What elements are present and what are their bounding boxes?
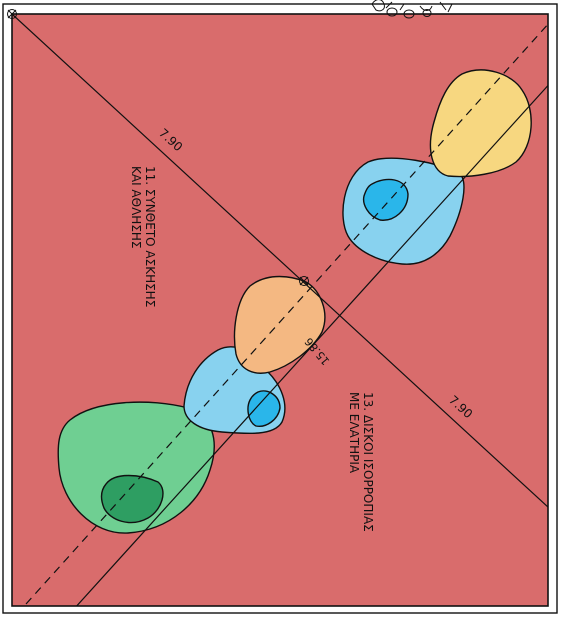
dashed-axis-line bbox=[25, 23, 548, 605]
yellow-safety-zone bbox=[429, 69, 532, 178]
circle-cross-marker-icon bbox=[299, 276, 309, 286]
green-safety-zone bbox=[57, 401, 215, 534]
diagonal-line bbox=[12, 14, 548, 508]
svg-text:ΜΕ ΕΛΑΤΗΡΙΑ: ΜΕ ΕΛΑΤΗΡΙΑ bbox=[347, 392, 361, 474]
svg-text:ΚΑΙ ΑΘΛΗΣΗΣ: ΚΑΙ ΑΘΛΗΣΗΣ bbox=[129, 166, 143, 249]
light-blue-safety-zone-upper bbox=[342, 157, 465, 265]
equipment-13-label: 13. ΔΙΣΚΟΙ ΙΣΟΡΡΟΠΙΑΣ ΜΕ ΕΛΑΤΗΡΙΑ bbox=[347, 392, 375, 532]
equipment-11-label: 11. ΣΥΝΘΕΤΟ ΑΣΚΗΣΗΣ ΚΑΙ ΑΘΛΗΣΗΣ bbox=[129, 166, 157, 307]
circle-cross-marker-icon bbox=[7, 9, 17, 19]
plant-symbol-icon bbox=[371, 0, 453, 19]
solid-axis-line bbox=[75, 84, 548, 606]
svg-text:11. ΣΥΝΘΕΤΟ ΑΣΚΗΣΗΣ: 11. ΣΥΝΘΕΤΟ ΑΣΚΗΣΗΣ bbox=[143, 166, 157, 307]
svg-text:13. ΔΙΣΚΟΙ ΙΣΟΡΡΟΠΙΑΣ: 13. ΔΙΣΚΟΙ ΙΣΟΡΡΟΠΙΑΣ bbox=[361, 392, 375, 532]
